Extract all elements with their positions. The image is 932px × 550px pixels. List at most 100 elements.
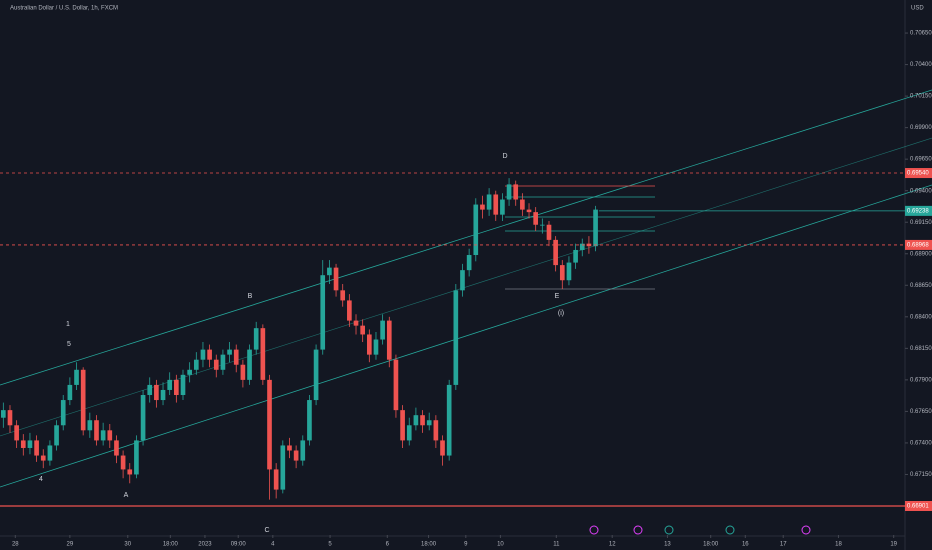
x-tick-label: 29 bbox=[67, 542, 74, 548]
candle-body bbox=[559, 265, 565, 281]
x-tick-label: 13 bbox=[664, 542, 671, 548]
candle-body bbox=[593, 209, 598, 247]
y-tick-label: 0.69900 bbox=[910, 125, 932, 131]
price-label: 0.69238 bbox=[907, 208, 929, 214]
x-tick-label: 09:00 bbox=[231, 542, 247, 548]
candle-body bbox=[493, 194, 499, 215]
candle-body bbox=[393, 359, 399, 411]
channel-lower bbox=[0, 184, 932, 488]
price-label-box bbox=[905, 168, 932, 179]
candle-body bbox=[307, 400, 312, 441]
candle-body bbox=[127, 469, 133, 475]
candle-body bbox=[300, 440, 306, 461]
candle-body bbox=[240, 364, 246, 380]
wave-labels: 1 5 4 A B C D E (i) bbox=[39, 153, 564, 534]
y-tick-label: 0.70400 bbox=[910, 62, 932, 68]
candle-body bbox=[287, 445, 292, 451]
x-tick-label: 2023 bbox=[198, 542, 212, 548]
candle-body bbox=[87, 420, 93, 431]
y-tick-label: 0.67400 bbox=[910, 441, 932, 447]
candle-body bbox=[320, 275, 326, 350]
candle-body bbox=[340, 290, 346, 301]
candle-body bbox=[227, 349, 232, 355]
candle-body bbox=[94, 420, 99, 441]
y-tick-label: 0.69650 bbox=[910, 157, 932, 163]
chart-title: Australian Dollar / U.S. Dollar, 1h, FXC… bbox=[10, 6, 118, 12]
candle-body bbox=[420, 415, 425, 426]
candle-body bbox=[14, 425, 19, 441]
wave-label: 5 bbox=[67, 341, 71, 348]
x-tick-label: 10 bbox=[497, 542, 504, 548]
event-icons bbox=[589, 525, 811, 535]
candle-body bbox=[533, 212, 539, 225]
wave-label: 4 bbox=[39, 476, 43, 483]
event-icon bbox=[589, 525, 599, 535]
candle-body bbox=[347, 300, 352, 321]
candle-body bbox=[114, 440, 119, 456]
candle-body bbox=[207, 349, 212, 360]
price-label-box bbox=[905, 205, 932, 216]
candle-body bbox=[140, 395, 146, 441]
candle-body bbox=[193, 359, 199, 370]
x-tick-label: 30 bbox=[124, 542, 131, 548]
y-tick-label: 0.68650 bbox=[910, 283, 932, 289]
candle-body bbox=[174, 379, 179, 396]
candle-body bbox=[180, 374, 186, 396]
y-tick-label: 0.68900 bbox=[910, 251, 932, 257]
candle-body bbox=[74, 369, 79, 385]
event-icon bbox=[633, 525, 643, 535]
candle-body bbox=[506, 184, 512, 200]
candle-body bbox=[60, 400, 66, 426]
candle-body bbox=[540, 224, 545, 226]
candle-body bbox=[233, 349, 239, 365]
candle-body bbox=[160, 389, 166, 401]
candle-body bbox=[134, 440, 139, 475]
y-tick-label: 0.69150 bbox=[910, 220, 932, 226]
candle-body bbox=[187, 369, 192, 375]
price-label-box bbox=[905, 239, 932, 250]
candle-body bbox=[566, 262, 572, 281]
x-tick-label: 17 bbox=[780, 542, 787, 548]
candle-body bbox=[147, 384, 153, 396]
x-tick-label: 18 bbox=[835, 542, 842, 548]
candle-body bbox=[80, 369, 86, 431]
candle-body bbox=[67, 384, 73, 401]
y-tick-label: 0.69400 bbox=[910, 188, 932, 194]
candle-body bbox=[413, 415, 419, 426]
candle-body bbox=[500, 199, 505, 215]
y-tick-label: 0.70650 bbox=[910, 31, 932, 37]
x-tick-label: 4 bbox=[271, 542, 275, 548]
candle-body bbox=[380, 320, 385, 340]
candle-body bbox=[546, 224, 552, 240]
candle-body bbox=[273, 469, 279, 490]
y-tick-label: 0.70150 bbox=[910, 94, 932, 100]
candle-body bbox=[0, 410, 6, 418]
candle-body bbox=[120, 455, 126, 470]
x-tick-label: 18:00 bbox=[163, 542, 179, 548]
candle-body bbox=[553, 239, 558, 266]
candle-body bbox=[480, 204, 485, 210]
price-label: 0.66901 bbox=[907, 504, 929, 510]
x-tick-label: 28 bbox=[12, 542, 19, 548]
candle-body bbox=[20, 440, 26, 448]
x-tick-label: 12 bbox=[609, 542, 616, 548]
wave-label: B bbox=[248, 293, 253, 300]
candle-body bbox=[167, 379, 173, 390]
fib-levels bbox=[505, 185, 655, 290]
candle-body bbox=[327, 267, 332, 276]
candle-body bbox=[473, 204, 479, 256]
candle-body bbox=[253, 328, 259, 350]
wave-label: (i) bbox=[558, 310, 564, 317]
candle-body bbox=[34, 440, 39, 456]
candle-body bbox=[520, 199, 525, 210]
price-label-box bbox=[905, 500, 932, 511]
candle-body bbox=[313, 349, 319, 401]
y-tick-label: 0.67900 bbox=[910, 377, 932, 383]
candle-body bbox=[433, 420, 439, 441]
candle-body bbox=[7, 410, 13, 426]
x-tick-label: 18:00 bbox=[421, 542, 437, 548]
candle-body bbox=[280, 445, 286, 490]
candle-body bbox=[54, 425, 59, 446]
candle-body bbox=[366, 334, 372, 355]
